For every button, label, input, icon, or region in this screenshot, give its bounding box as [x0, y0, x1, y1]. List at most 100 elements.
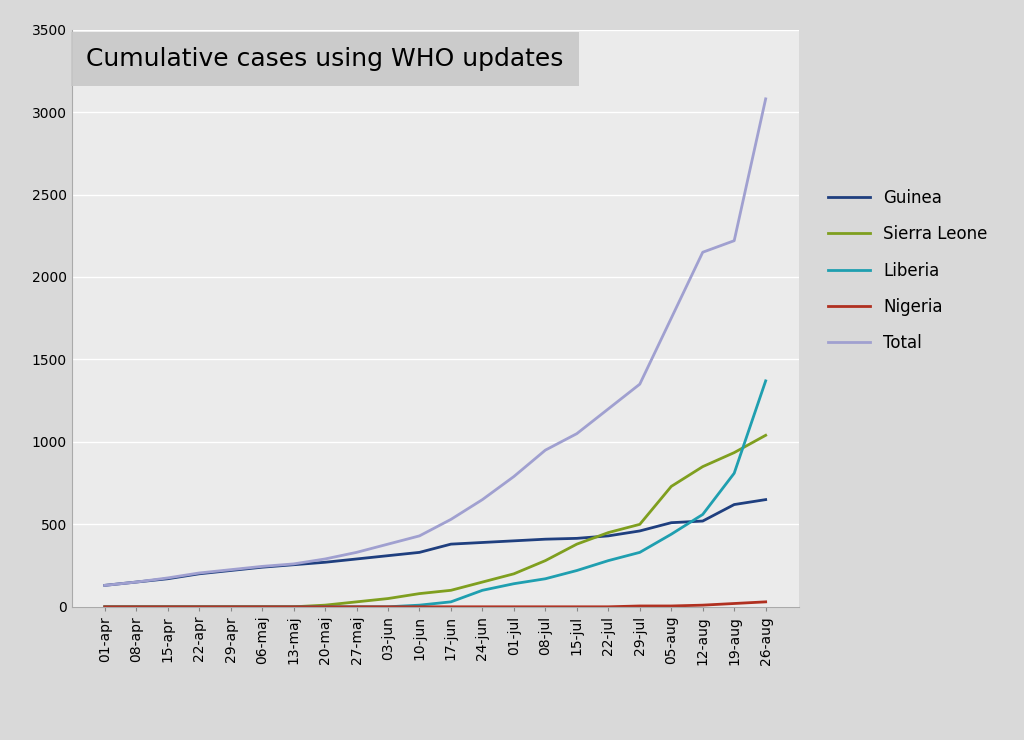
Liberia	[634, 548, 646, 556]
Guinea	[476, 538, 488, 547]
Liberia	[98, 602, 111, 611]
Guinea	[98, 581, 111, 590]
Liberia	[382, 602, 394, 611]
Sierra Leone	[760, 431, 772, 440]
Total	[570, 429, 583, 438]
Sierra Leone	[98, 602, 111, 611]
Guinea	[382, 551, 394, 560]
Total	[602, 405, 614, 414]
Nigeria	[570, 602, 583, 611]
Sierra Leone	[666, 482, 678, 491]
Total	[666, 314, 678, 323]
Liberia	[288, 602, 300, 611]
Total	[728, 236, 740, 245]
Liberia	[350, 602, 362, 611]
Liberia	[570, 566, 583, 575]
Liberia	[508, 579, 520, 588]
Guinea	[318, 558, 331, 567]
Line: Guinea: Guinea	[104, 500, 766, 585]
Sierra Leone	[318, 601, 331, 610]
Total	[444, 515, 457, 524]
Sierra Leone	[162, 602, 174, 611]
Sierra Leone	[634, 520, 646, 529]
Sierra Leone	[288, 602, 300, 611]
Nigeria	[162, 602, 174, 611]
Sierra Leone	[382, 594, 394, 603]
Nigeria	[760, 597, 772, 606]
Total	[350, 548, 362, 556]
Sierra Leone	[256, 602, 268, 611]
Sierra Leone	[444, 586, 457, 595]
Total	[696, 248, 709, 257]
Nigeria	[382, 602, 394, 611]
Total	[760, 95, 772, 104]
Guinea	[696, 517, 709, 525]
Total	[540, 445, 552, 454]
Liberia	[318, 602, 331, 611]
Total	[318, 554, 331, 563]
Total	[193, 568, 205, 577]
Sierra Leone	[728, 448, 740, 457]
Line: Sierra Leone: Sierra Leone	[104, 435, 766, 607]
Nigeria	[350, 602, 362, 611]
Sierra Leone	[602, 528, 614, 537]
Liberia	[162, 602, 174, 611]
Guinea	[414, 548, 426, 556]
Total	[256, 562, 268, 571]
Nigeria	[634, 602, 646, 610]
Nigeria	[130, 602, 142, 611]
Sierra Leone	[696, 462, 709, 471]
Line: Total: Total	[104, 99, 766, 585]
Nigeria	[414, 602, 426, 611]
Liberia	[130, 602, 142, 611]
Guinea	[634, 526, 646, 535]
Total	[634, 380, 646, 388]
Total	[288, 559, 300, 568]
Nigeria	[193, 602, 205, 611]
Nigeria	[318, 602, 331, 611]
Nigeria	[256, 602, 268, 611]
Guinea	[444, 539, 457, 548]
Guinea	[350, 554, 362, 563]
Guinea	[728, 500, 740, 509]
Total	[508, 472, 520, 481]
Liberia	[444, 597, 457, 606]
Liberia	[414, 601, 426, 610]
Guinea	[193, 569, 205, 578]
Legend: Guinea, Sierra Leone, Liberia, Nigeria, Total: Guinea, Sierra Leone, Liberia, Nigeria, …	[821, 182, 994, 359]
Guinea	[288, 560, 300, 569]
Total	[476, 495, 488, 504]
Liberia	[728, 468, 740, 477]
Liberia	[224, 602, 237, 611]
Sierra Leone	[350, 597, 362, 606]
Guinea	[130, 578, 142, 587]
Total	[382, 539, 394, 548]
Nigeria	[98, 602, 111, 611]
Total	[162, 574, 174, 582]
Guinea	[256, 563, 268, 572]
Liberia	[476, 586, 488, 595]
Nigeria	[728, 599, 740, 608]
Nigeria	[602, 602, 614, 611]
Sierra Leone	[508, 569, 520, 578]
Line: Liberia: Liberia	[104, 381, 766, 607]
Nigeria	[444, 602, 457, 611]
Liberia	[540, 574, 552, 583]
Guinea	[508, 536, 520, 545]
Total	[98, 581, 111, 590]
Total	[130, 578, 142, 587]
Guinea	[760, 495, 772, 504]
Text: Cumulative cases using WHO updates: Cumulative cases using WHO updates	[86, 47, 563, 71]
Sierra Leone	[224, 602, 237, 611]
Sierra Leone	[130, 602, 142, 611]
Guinea	[570, 534, 583, 543]
Liberia	[193, 602, 205, 611]
Liberia	[256, 602, 268, 611]
Liberia	[602, 556, 614, 565]
Guinea	[162, 574, 174, 583]
Sierra Leone	[570, 539, 583, 548]
Nigeria	[288, 602, 300, 611]
Guinea	[540, 535, 552, 544]
Total	[224, 565, 237, 574]
Guinea	[666, 518, 678, 527]
